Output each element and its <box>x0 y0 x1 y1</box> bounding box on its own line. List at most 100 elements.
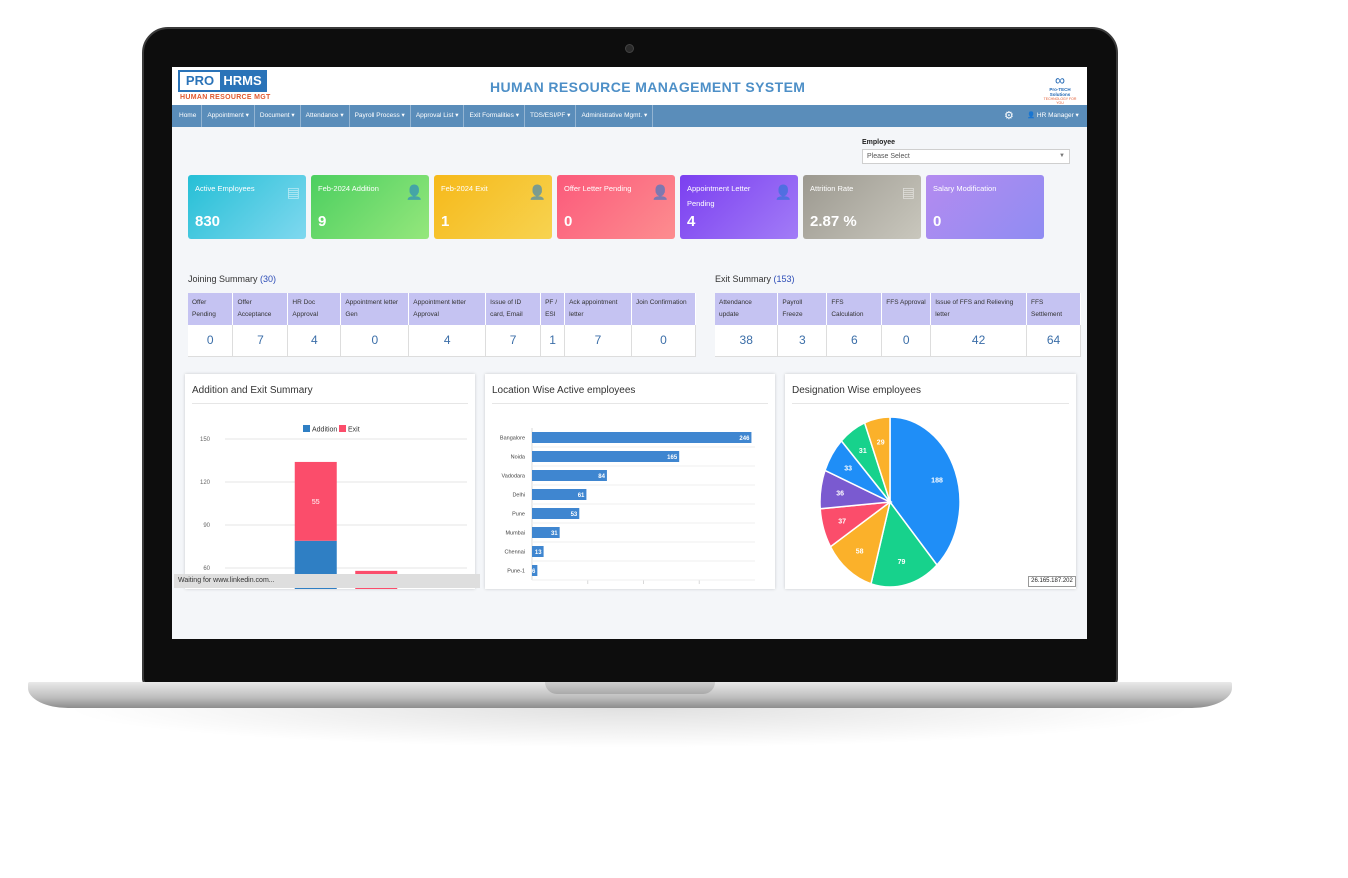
addition-exit-title: Addition and Exit Summary <box>192 385 313 396</box>
kpi-card-2[interactable]: Feb-2024 Exit 1 👤 <box>434 175 552 239</box>
nav-item-7[interactable]: TDS/ESI/PF ▾ <box>525 105 577 127</box>
exit-summary-count: (153) <box>773 274 795 284</box>
pie-slice[interactable] <box>889 416 961 567</box>
table-cell[interactable]: 7 <box>232 325 289 357</box>
y-tick-label: 60 <box>203 566 210 572</box>
bar-value-label: 55 <box>312 499 320 506</box>
exit-summary-table: Attendance update Payroll Freeze FFS Calcu… <box>715 293 1081 357</box>
infinity-icon: ∞ <box>1055 72 1065 88</box>
table-cell[interactable]: 42 <box>930 325 1027 357</box>
pro-hrms-logo[interactable]: PRO HRMS <box>178 70 267 92</box>
table-header-cell: FFS Settlement <box>1026 293 1081 325</box>
user-icon: 👤 <box>651 184 669 200</box>
gear-icon[interactable]: ⚙ <box>1004 110 1014 122</box>
top-header: PRO HRMS HUMAN RESOURCE MGT HUMAN RESOUR… <box>172 67 1087 105</box>
kpi-card-value: 9 <box>318 213 327 230</box>
bar-exit[interactable] <box>294 461 337 541</box>
slice-value-label: 37 <box>838 519 846 526</box>
pie-slice[interactable] <box>829 500 892 585</box>
category-label: Pune-1 <box>507 569 525 575</box>
table-cell[interactable]: 0 <box>631 325 697 357</box>
nav-item-8[interactable]: Administrative Mgmt. ▾ <box>576 105 654 127</box>
location-bar[interactable] <box>532 565 538 576</box>
panel-divider <box>492 403 768 404</box>
kpi-card-6[interactable]: Salary Modification 0 <box>926 175 1044 239</box>
location-bar[interactable] <box>532 432 752 443</box>
table-header-row: Offer Pending Offer Acceptance HR Doc Appr… <box>188 293 697 325</box>
table-header-cell: Offer Pending <box>188 293 234 325</box>
designation-title: Designation Wise employees <box>792 385 921 396</box>
user-menu-label: HR Manager ▾ <box>1036 112 1079 119</box>
table-cell[interactable]: 3 <box>777 325 828 357</box>
table-header-cell: Issue of FFS and Relieving letter <box>930 293 1027 325</box>
employee-select[interactable]: Please Select ▼ <box>862 149 1070 164</box>
pie-slice[interactable] <box>863 416 891 503</box>
nav-item-3[interactable]: Attendance ▾ <box>301 105 350 127</box>
main-nav: Home Appointment ▾ Document ▾ Attendance ▾ P… <box>172 105 1087 127</box>
kpi-card-label: Salary Modification <box>933 184 997 193</box>
panel-divider <box>792 403 1069 404</box>
exit-summary-label: Exit Summary <box>715 274 772 284</box>
nav-item-0[interactable]: Home <box>174 105 203 127</box>
hrms-dashboard: PRO HRMS HUMAN RESOURCE MGT HUMAN RESOUR… <box>172 67 1087 639</box>
table-cell[interactable]: 1 <box>540 325 566 357</box>
location-bar[interactable] <box>532 546 544 557</box>
slice-value-label: 33 <box>844 465 852 472</box>
addition-exit-panel: Addition and Exit Summary 206090120150Ad… <box>185 374 475 589</box>
bar-value-label: 53 <box>571 512 578 518</box>
table-cell[interactable]: 4 <box>408 325 487 357</box>
table-cell[interactable]: 0 <box>881 325 932 357</box>
table-cell[interactable]: 7 <box>485 325 542 357</box>
nav-item-6[interactable]: Exit Formalities ▾ <box>464 105 525 127</box>
table-cell[interactable]: 4 <box>287 325 342 357</box>
kpi-card-label: Active Employees <box>195 184 255 193</box>
browser-status-bar: Waiting for www.linkedin.com... <box>174 574 480 588</box>
location-chart: Bangalore 246 Noida 165 Vadodara 84 Delhi 61 Pun… <box>500 428 755 584</box>
table-cell[interactable]: 0 <box>188 325 234 357</box>
panel-divider <box>192 403 468 404</box>
table-header-cell: HR Doc Approval <box>287 293 342 325</box>
company-logo: ∞ Pro-TECH Solutions TECHNOLOGY FOR YOU <box>1040 72 1080 105</box>
kpi-card-4[interactable]: Appointment Letter Pending 4 👤 <box>680 175 798 239</box>
nav-item-2[interactable]: Document ▾ <box>255 105 301 127</box>
nav-item-1[interactable]: Appointment ▾ <box>202 105 255 127</box>
location-bar[interactable] <box>532 470 607 481</box>
user-menu[interactable]: 👤 HR Manager ▾ <box>1027 105 1079 127</box>
kpi-card-value: 2.87 % <box>810 213 857 230</box>
user-icon: 👤 <box>774 184 792 200</box>
table-cell[interactable]: 6 <box>826 325 883 357</box>
nav-item-4[interactable]: Payroll Process ▾ <box>350 105 411 127</box>
legend-swatch <box>339 425 346 432</box>
kpi-card-1[interactable]: Feb-2024 Addition 9 👤 <box>311 175 429 239</box>
user-icon: 👤 <box>1027 112 1036 119</box>
table-header-cell: Ack appointment letter <box>564 293 632 325</box>
kpi-card-label: Offer Letter Pending <box>564 184 632 193</box>
table-cell[interactable]: 64 <box>1026 325 1081 357</box>
joining-summary-label: Joining Summary <box>188 274 258 284</box>
table-header-row: Attendance update Payroll Freeze FFS Calcu… <box>715 293 1081 325</box>
table-cell[interactable]: 38 <box>715 325 779 357</box>
kpi-card-value: 1 <box>441 213 450 230</box>
bar-value-label: 84 <box>598 474 605 480</box>
location-bar[interactable] <box>532 508 580 519</box>
table-header-cell: Issue of ID card, Email <box>485 293 542 325</box>
location-bar[interactable] <box>532 527 560 538</box>
legend-label: Addition <box>312 427 337 434</box>
pie-slice[interactable] <box>870 500 938 588</box>
nav-item-5[interactable]: Approval List ▾ <box>411 105 465 127</box>
category-label: Vadodara <box>502 474 526 480</box>
table-header-cell: Payroll Freeze <box>777 293 828 325</box>
location-bar[interactable] <box>532 489 587 500</box>
kpi-card-value: 4 <box>687 213 696 230</box>
kpi-card-0[interactable]: Active Employees 830 ▤ <box>188 175 306 239</box>
kpi-card-5[interactable]: Attrition Rate 2.87 % ▤ <box>803 175 921 239</box>
kpi-card-label: Feb-2024 Addition <box>318 184 379 193</box>
table-cell[interactable]: 0 <box>340 325 410 357</box>
location-bar[interactable] <box>532 451 680 462</box>
designation-chart: 188 79 58 37 36 33 31 29 <box>819 416 961 588</box>
logo-pro-text: PRO <box>180 72 220 90</box>
table-cell[interactable]: 7 <box>564 325 632 357</box>
bar-value-label: 13 <box>535 550 542 556</box>
kpi-card-3[interactable]: Offer Letter Pending 0 👤 <box>557 175 675 239</box>
